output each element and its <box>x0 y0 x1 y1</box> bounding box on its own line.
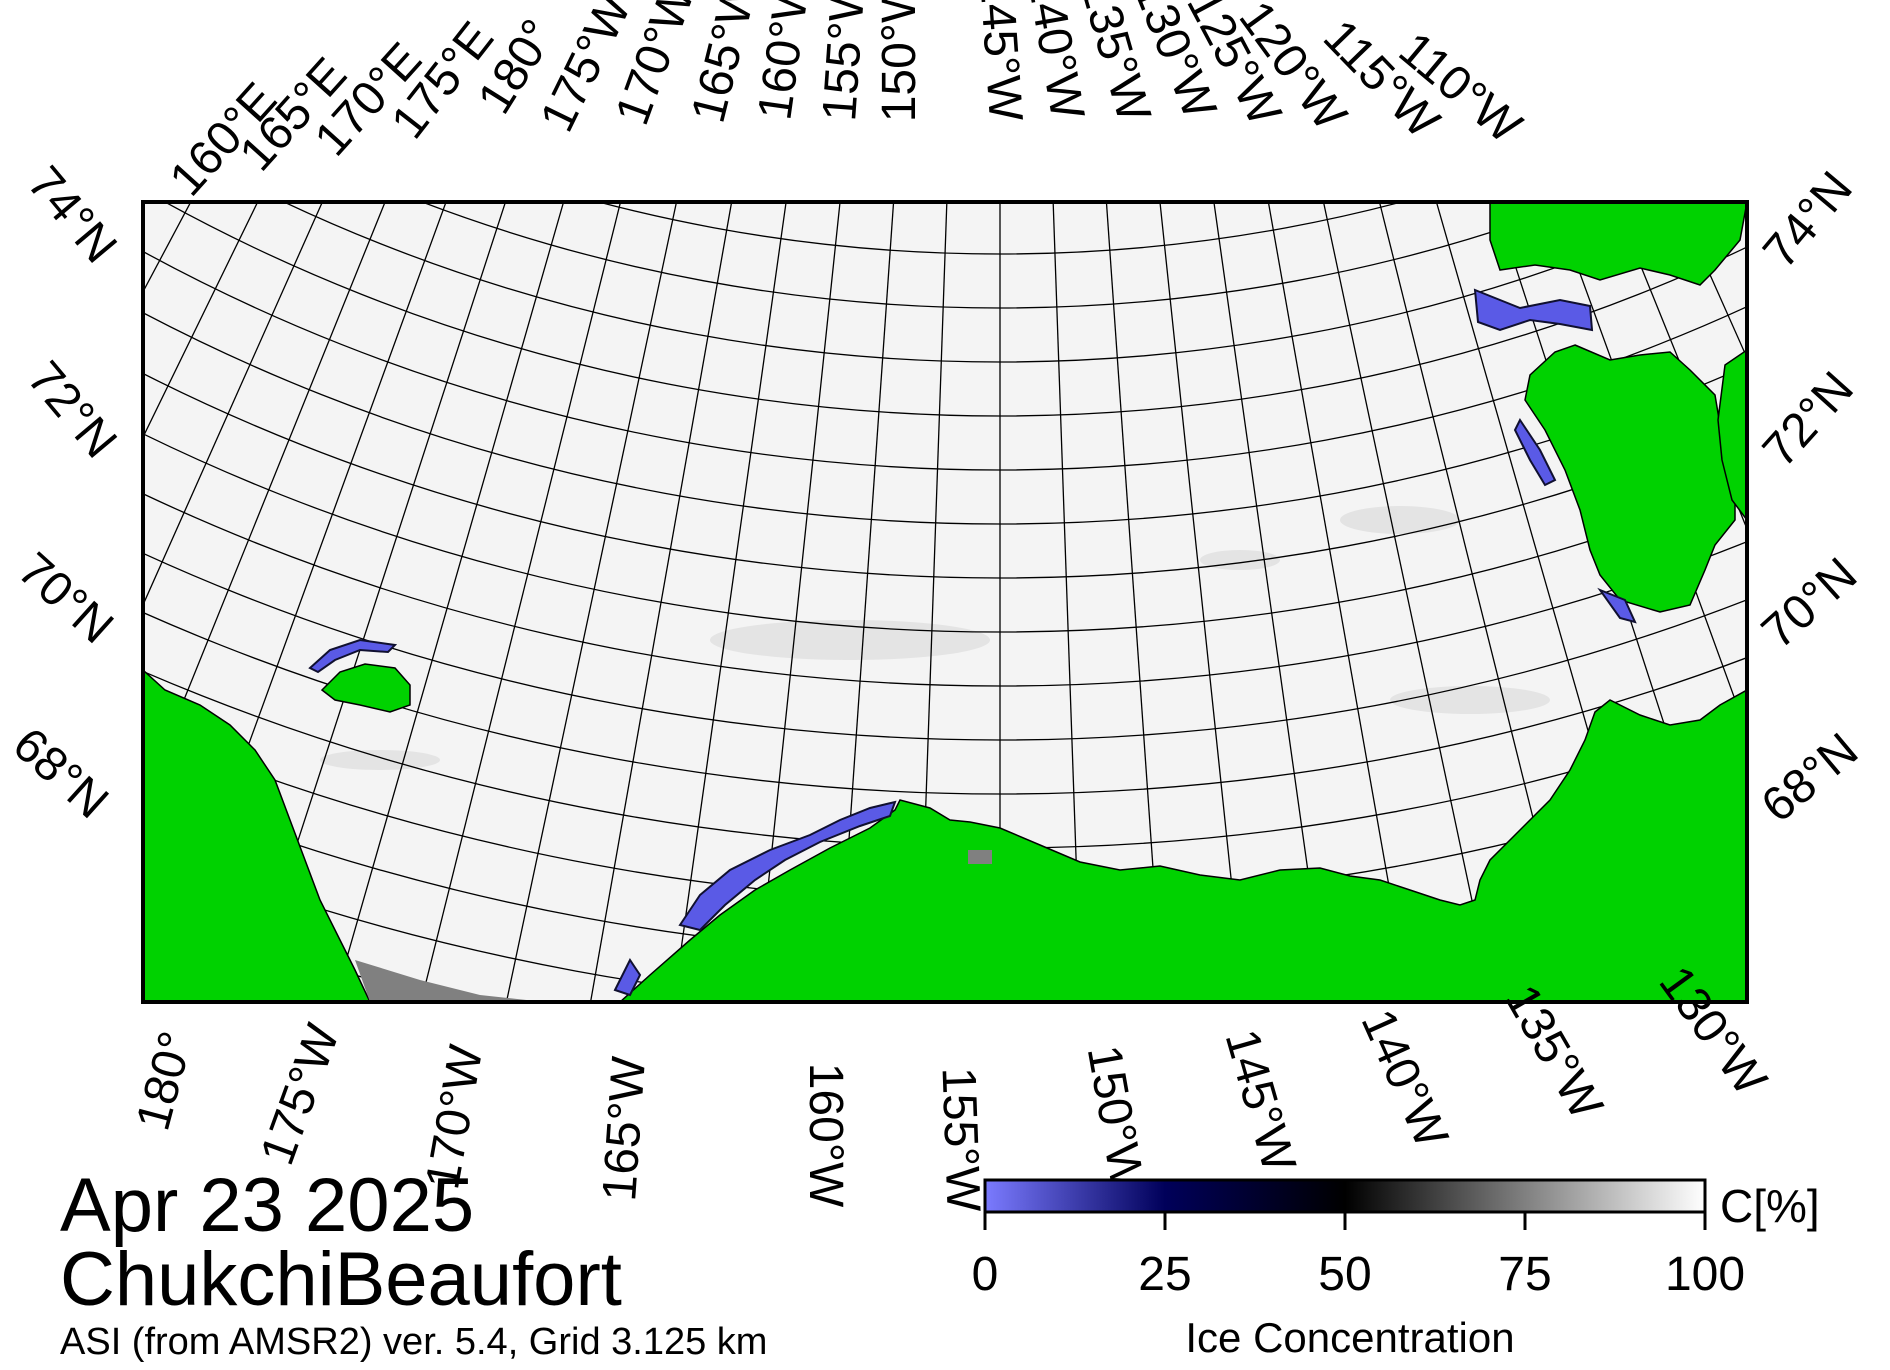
meridian-line <box>1267 202 1411 1002</box>
bottom-lon-label: 150°W <box>1077 1042 1154 1194</box>
colorbar: 0 25 50 75 100 C[%] Ice Concentration <box>972 1178 1820 1361</box>
bottom-lon-label: 180° <box>127 1026 204 1136</box>
right-lat-label: 72°N <box>1753 362 1864 477</box>
land-chukotka <box>143 668 371 1002</box>
low-ice-bering <box>613 958 642 997</box>
meridian-line <box>420 202 622 1002</box>
no-data-patch-alaska <box>968 850 992 864</box>
product-subtitle: ASI (from AMSR2) ver. 5.4, Grid 3.125 km <box>60 1321 768 1363</box>
bottom-lon-label: 155°W <box>931 1066 989 1213</box>
meridian-line <box>1725 0 1890 1018</box>
meridian-line <box>1213 202 1327 1002</box>
low-ice-banks-south <box>1597 587 1637 624</box>
bottom-lon-label: 145°W <box>1214 1024 1305 1178</box>
bottom-lon-label: 165°W <box>593 1054 656 1203</box>
low-ice-banks-north <box>1473 288 1594 332</box>
bottom-lon-label: 175°W <box>251 1017 350 1172</box>
left-lat-label: 70°N <box>8 543 123 654</box>
meridian-line <box>1052 202 1082 1002</box>
left-lat-label: 68°N <box>3 718 118 829</box>
meridian-line <box>836 202 895 1002</box>
low-ice-wrangel <box>308 638 398 674</box>
low-ice-alaska-coast <box>678 800 897 932</box>
meridian-line <box>1852 0 1890 864</box>
date-title: Apr 23 2025 <box>60 1163 475 1248</box>
colorbar-unit: C[%] <box>1720 1180 1820 1232</box>
right-lat-labels: 74°N 72°N 70°N 68°N <box>1752 162 1868 833</box>
land-banks-island <box>1524 344 1736 613</box>
bottom-lon-label: 160°W <box>799 1063 852 1208</box>
top-lon-label: 150°W <box>873 0 926 122</box>
meridian-line <box>1105 202 1164 1002</box>
meridian-line <box>143 202 386 803</box>
meridian-line <box>673 202 787 1002</box>
top-lon-label: 145°W <box>969 0 1032 124</box>
right-lat-label: 74°N <box>1753 162 1863 278</box>
left-lat-label: 72°N <box>17 352 127 468</box>
colorbar-ticks: 0 25 50 75 100 <box>972 1212 1745 1301</box>
meridian-line <box>1378 202 1580 1002</box>
meridian-line <box>1159 202 1245 1002</box>
meridian-line <box>505 202 678 1002</box>
colorbar-tick-label: 75 <box>1498 1248 1551 1301</box>
right-lat-label: 70°N <box>1752 548 1867 659</box>
colorbar-gradient <box>983 1178 1707 1214</box>
colorbar-tick-label: 0 <box>972 1248 999 1301</box>
meridian-line <box>154 202 447 1002</box>
top-lon-labels: 160°E165°E170°E175°E180°175°W170°W165°W1… <box>160 0 1532 206</box>
no-data-bering <box>355 960 545 1002</box>
meridian-line <box>589 202 733 1002</box>
low-ice-banks-west <box>1513 418 1557 487</box>
meridian-line <box>1435 202 1667 1002</box>
region-title: ChukchiBeaufort <box>60 1237 622 1322</box>
land-alaska <box>618 689 1747 1002</box>
meridian-line <box>918 202 948 1002</box>
colorbar-label: Ice Concentration <box>1185 1314 1514 1361</box>
left-lat-labels: 74°N 72°N 70°N 68°N <box>3 157 127 829</box>
colorbar-tick-label: 25 <box>1138 1248 1191 1301</box>
meridian-line <box>1322 202 1495 1002</box>
top-lon-label: 155°W <box>813 0 876 123</box>
land-wrangel-island <box>320 663 411 713</box>
colorbar-tick-label: 100 <box>1665 1248 1745 1301</box>
colorbar-tick-label: 50 <box>1318 1248 1371 1301</box>
land-victoria-island <box>1717 349 1747 522</box>
meridian-line <box>333 202 565 1002</box>
low-ice-features <box>308 288 1637 997</box>
land-parry-islands <box>1489 202 1747 286</box>
meridian-line <box>755 202 841 1002</box>
meridian-line <box>244 202 507 1002</box>
left-lat-label: 74°N <box>17 157 127 273</box>
map-border <box>141 200 1749 1004</box>
meridian-line <box>143 202 324 607</box>
bottom-lon-label: 140°W <box>1351 1002 1459 1156</box>
right-lat-label: 68°N <box>1752 723 1868 833</box>
